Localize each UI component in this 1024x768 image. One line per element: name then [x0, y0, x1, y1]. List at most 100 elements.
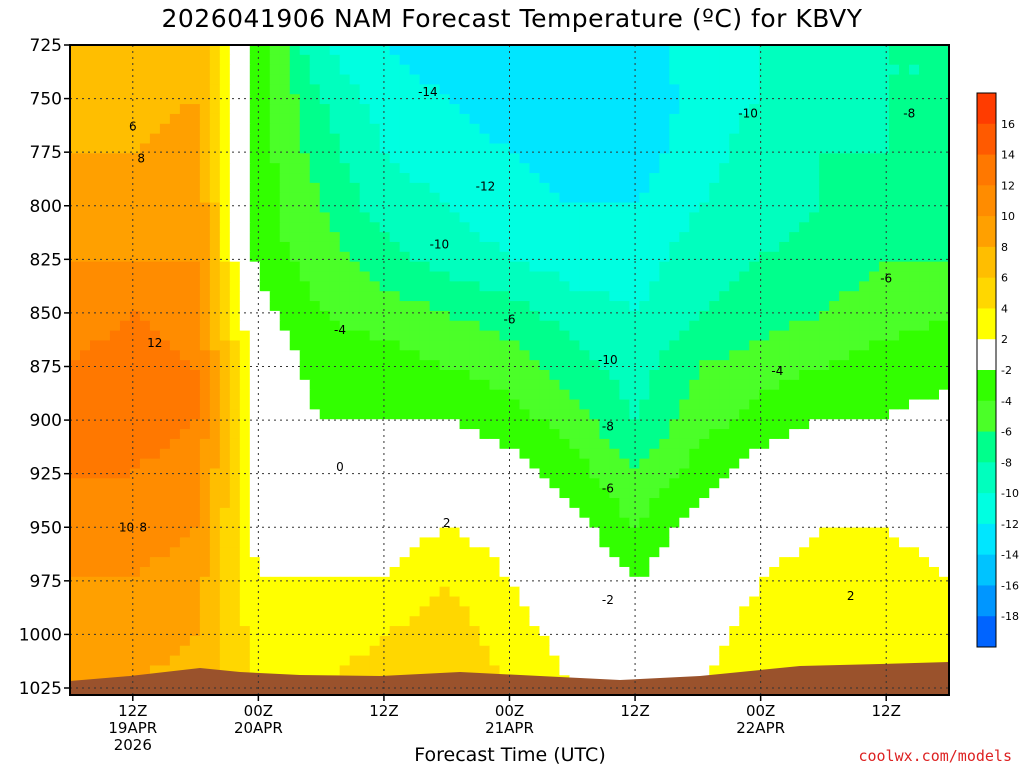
- temperature-cell: [719, 192, 730, 204]
- temperature-cell: [599, 84, 610, 95]
- temperature-cell: [70, 360, 81, 371]
- temperature-cell: [499, 153, 511, 164]
- temperature-cell: [459, 389, 471, 401]
- temperature-cell: [729, 576, 740, 588]
- temperature-cell: [369, 409, 381, 420]
- temperature-cell: [669, 212, 680, 223]
- temperature-cell: [659, 232, 670, 243]
- temperature-cell: [89, 488, 101, 499]
- temperature-cell: [669, 498, 680, 509]
- temperature-cell: [479, 330, 491, 342]
- temperature-cell: [469, 64, 481, 76]
- temperature-cell: [549, 45, 561, 56]
- temperature-cell: [189, 241, 201, 253]
- temperature-cell: [329, 133, 341, 145]
- temperature-cell: [289, 241, 301, 253]
- temperature-cell: [599, 360, 610, 371]
- temperature-cell: [339, 64, 351, 76]
- temperature-cell: [299, 498, 311, 509]
- temperature-cell: [199, 527, 211, 539]
- temperature-cell: [829, 448, 840, 460]
- temperature-cell: [239, 54, 251, 66]
- temperature-cell: [389, 517, 401, 529]
- temperature-cell: [299, 370, 311, 381]
- temperature-cell: [749, 182, 760, 194]
- temperature-cell: [779, 537, 790, 548]
- temperature-cell: [919, 301, 930, 312]
- temperature-cell: [129, 104, 141, 115]
- temperature-cell: [189, 468, 201, 479]
- temperature-cell: [369, 133, 381, 145]
- temperature-cell: [269, 360, 281, 371]
- temperature-cell: [719, 527, 730, 539]
- temperature-cell: [899, 448, 910, 460]
- temperature-cell: [299, 419, 311, 430]
- temperature-cell: [389, 261, 401, 273]
- temperature-cell: [479, 192, 491, 204]
- temperature-cell: [419, 241, 431, 253]
- temperature-cell: [589, 360, 600, 371]
- temperature-cell: [809, 340, 820, 351]
- temperature-cell: [389, 507, 401, 519]
- temperature-cell: [919, 340, 930, 351]
- temperature-cell: [889, 291, 900, 302]
- temperature-cell: [469, 143, 481, 154]
- temperature-cell: [859, 222, 870, 233]
- temperature-cell: [159, 488, 171, 499]
- temperature-cell: [729, 310, 740, 322]
- temperature-cell: [379, 94, 391, 105]
- temperature-cell: [339, 271, 351, 282]
- temperature-cell: [289, 429, 301, 440]
- temperature-cell: [939, 45, 949, 56]
- temperature-cell: [349, 438, 361, 450]
- temperature-cell: [499, 84, 511, 95]
- temperature-cell: [70, 54, 81, 66]
- temperature-cell: [619, 566, 630, 578]
- temperature-cell: [249, 192, 261, 204]
- temperature-cell: [559, 281, 571, 292]
- temperature-cell: [719, 498, 730, 509]
- temperature-cell: [609, 596, 620, 607]
- temperature-cell: [229, 379, 241, 391]
- temperature-cell: [839, 498, 850, 509]
- temperature-cell: [839, 429, 850, 440]
- temperature-cell: [519, 448, 531, 460]
- temperature-cell: [119, 251, 131, 263]
- temperature-cell: [139, 45, 151, 56]
- temperature-cell: [379, 64, 391, 76]
- temperature-cell: [479, 123, 491, 135]
- temperature-cell: [709, 212, 720, 223]
- temperature-cell: [519, 291, 531, 302]
- temperature-cell: [319, 301, 331, 312]
- temperature-cell: [759, 399, 770, 410]
- temperature-cell: [569, 271, 581, 282]
- temperature-cell: [239, 586, 251, 598]
- temperature-cell: [839, 222, 850, 233]
- temperature-cell: [529, 429, 541, 440]
- temperature-cell: [269, 153, 281, 164]
- temperature-cell: [509, 182, 521, 194]
- temperature-cell: [829, 133, 840, 145]
- temperature-cell: [269, 202, 281, 214]
- temperature-cell: [259, 192, 271, 204]
- temperature-cell: [609, 576, 620, 588]
- temperature-cell: [649, 143, 660, 154]
- temperature-cell: [649, 45, 660, 56]
- temperature-cell: [119, 94, 131, 105]
- temperature-cell: [719, 507, 730, 519]
- temperature-cell: [569, 350, 581, 361]
- temperature-cell: [199, 291, 211, 302]
- temperature-cell: [819, 291, 830, 302]
- temperature-cell: [749, 576, 760, 588]
- temperature-cell: [259, 251, 271, 263]
- temperature-cell: [759, 291, 770, 302]
- temperature-cell: [329, 448, 341, 460]
- temperature-cell: [849, 54, 860, 66]
- temperature-cell: [329, 488, 341, 499]
- temperature-cell: [429, 94, 441, 105]
- temperature-cell: [639, 429, 650, 440]
- temperature-cell: [199, 478, 211, 489]
- temperature-cell: [369, 458, 381, 470]
- temperature-cell: [809, 350, 820, 361]
- temperature-cell: [309, 301, 321, 312]
